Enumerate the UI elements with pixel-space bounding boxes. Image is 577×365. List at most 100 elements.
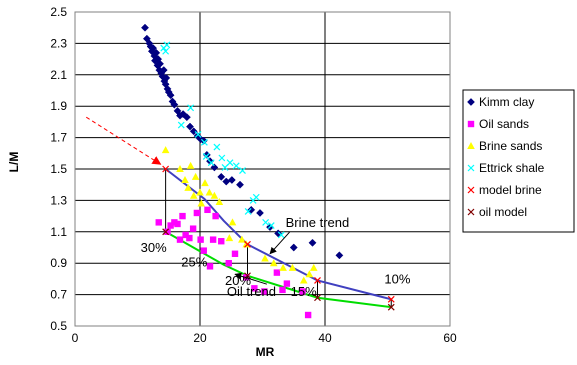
oil-sands-point: [283, 280, 291, 287]
oil-sands-point: [155, 219, 162, 226]
oil-model-point: [314, 294, 321, 302]
kimm-clay-point: [152, 48, 161, 57]
legend-marker: [467, 120, 475, 128]
marker-stroke: [267, 222, 275, 229]
oil-sands-point: [167, 222, 174, 229]
ettrick-shale-point: [202, 153, 210, 160]
data-points: [141, 23, 395, 319]
ettrick-shale-point: [187, 104, 195, 112]
brine-sands-point: [205, 188, 214, 196]
marker-stroke: [262, 218, 270, 226]
legend-label: oil model: [479, 205, 527, 219]
ettrick-shale-point: [163, 41, 171, 49]
oil-sands-point: [186, 234, 193, 242]
legend-label: Ettrick shale: [479, 161, 545, 175]
kimm-clay-point: [236, 180, 244, 189]
brine-sands-point: [184, 183, 192, 191]
oil-sands-point: [218, 238, 225, 245]
kimm-clay-point: [210, 163, 219, 172]
brine-sands-point: [189, 191, 198, 199]
model-brine-point: [314, 277, 321, 284]
marker-stroke: [387, 295, 395, 303]
kimm-clay-point: [159, 66, 168, 75]
x-tick-label: 60: [443, 331, 457, 345]
kimm-clay-point: [149, 44, 158, 53]
legend-marker: [467, 208, 475, 216]
marker-stroke: [200, 138, 208, 146]
marker-stroke: [177, 121, 185, 129]
brine-sands-point: [210, 191, 219, 199]
marker-stroke: [226, 159, 234, 167]
kimm-clay-point: [217, 172, 226, 181]
ettrick-shale-point: [218, 154, 226, 162]
legend: Kimm clay Oil sands Brine sands Ettrick sha…: [462, 89, 575, 233]
oil-trend-arrow: [234, 272, 268, 285]
oil-model-point: [387, 303, 395, 311]
oil-sands-point: [206, 263, 214, 270]
kimm-clay-point: [247, 205, 256, 214]
brine-sands-point: [238, 235, 246, 243]
percent-label: 10%: [384, 272, 410, 287]
ettrick-shale-point: [226, 159, 234, 167]
brine-sands-point: [161, 146, 170, 154]
ettrick-shale-point: [177, 121, 185, 129]
legend-label: model brine: [479, 183, 542, 197]
brine-sands-point: [197, 199, 206, 207]
trend-label: Brine trend: [286, 215, 350, 230]
drop-lines: [165, 169, 392, 308]
kimm-clay-point: [222, 177, 231, 186]
ettrick-shale-point: [162, 47, 170, 55]
marker-stroke: [162, 228, 170, 236]
oil-sands-point: [179, 212, 186, 220]
oil-sands-point: [193, 209, 201, 217]
x-tick-label: 20: [193, 331, 207, 345]
oil-sands-point: [225, 260, 232, 267]
brine-sands-point: [225, 234, 234, 242]
legend-box: [462, 89, 575, 233]
red-dashed-arrow: [85, 116, 162, 165]
oil-sands-point: [189, 225, 197, 232]
kimm-clay-point: [141, 23, 149, 32]
y-tick-label: 2.5: [50, 5, 67, 19]
kimm-clay-point: [256, 209, 264, 217]
oil-sands-point: [279, 286, 286, 294]
kimm-clay-point: [189, 127, 198, 136]
oil-model-point: [162, 228, 170, 236]
y-tick-label: 2.1: [50, 68, 67, 82]
y-tick-label: 1.3: [50, 193, 67, 207]
marker-stroke: [467, 208, 475, 216]
kimm-clay-point: [170, 100, 179, 109]
brine-sands-point: [191, 172, 200, 180]
kimm-clay-point: [289, 243, 298, 252]
ettrick-shale-point: [239, 167, 246, 174]
marker-stroke: [244, 240, 251, 248]
brine-sands-point: [176, 165, 184, 172]
legend-label: Oil sands: [479, 117, 529, 131]
brine-sands-point: [309, 263, 318, 271]
legend-marker: [467, 186, 475, 194]
marker-stroke: [252, 193, 260, 201]
kimm-clay-point: [308, 238, 317, 247]
brine-sands-point: [228, 218, 237, 226]
ettrick-shale-point: [267, 222, 275, 229]
y-tick-label: 0.9: [50, 256, 67, 270]
y-tick-label: 1.9: [50, 99, 67, 113]
oil-sands-point: [204, 206, 211, 214]
y-axis-label: L/M: [7, 152, 21, 173]
marker-stroke: [162, 47, 170, 55]
marker-stroke: [194, 131, 202, 138]
ettrick-shale-point: [194, 131, 202, 138]
brine-sands-point: [215, 197, 224, 205]
x-tick-label: 0: [72, 331, 79, 345]
ettrick-shale-point: [232, 162, 240, 170]
ettrick-shale-point: [277, 231, 285, 239]
y-tick-label: 1.1: [50, 225, 67, 239]
marker-stroke: [467, 164, 475, 172]
brine-sands-point: [201, 179, 209, 187]
ettrick-shale-point: [207, 159, 215, 167]
brine-sands-point: [288, 263, 297, 271]
brine-trend-arrow: [269, 231, 290, 255]
ettrick-shale-point: [200, 138, 208, 146]
